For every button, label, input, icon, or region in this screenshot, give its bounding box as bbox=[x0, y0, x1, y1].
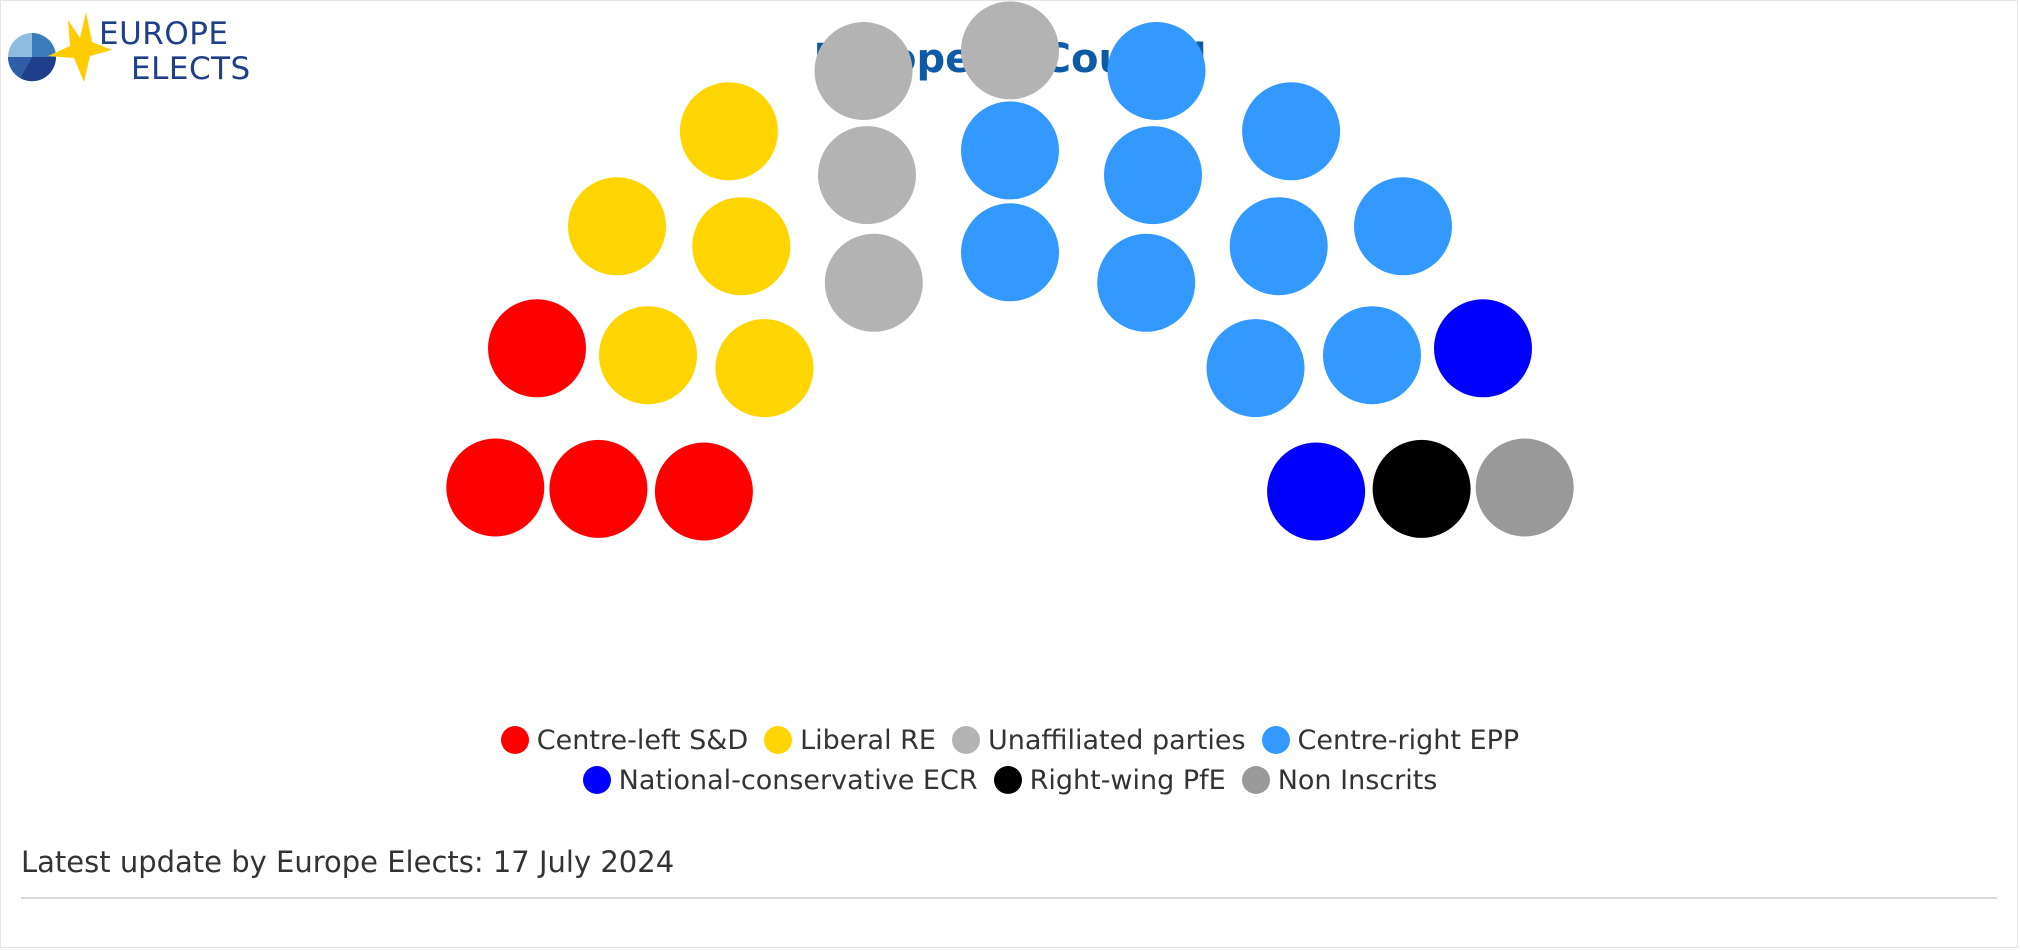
legend-label: National-conservative ECR bbox=[618, 764, 978, 796]
update-footer: Latest update by Europe Elects: 17 July … bbox=[21, 845, 675, 879]
seat-16 bbox=[1107, 22, 1206, 120]
legend-item: Unaffiliated parties bbox=[951, 724, 1246, 756]
seat-22 bbox=[1206, 319, 1305, 418]
seat-12 bbox=[814, 22, 913, 120]
seat-15 bbox=[961, 203, 1059, 302]
legend-item: Liberal RE bbox=[764, 725, 936, 756]
seat-11 bbox=[818, 126, 916, 225]
legend-swatch bbox=[764, 726, 793, 754]
seat-20 bbox=[1229, 197, 1328, 296]
seat-17 bbox=[1104, 126, 1202, 225]
legend-swatch bbox=[1241, 766, 1270, 794]
europe-elects-logo: EUROPE ELECTS bbox=[6, 10, 250, 90]
chart-legend: Centre-left S&D Liberal RE Unaffiliated pa… bbox=[0, 720, 2020, 800]
legend-label: Centre-left S&D bbox=[536, 724, 749, 756]
logo-line1: EUROPE bbox=[99, 16, 229, 52]
legend-item: Non Inscrits bbox=[1241, 764, 1438, 796]
legend-swatch bbox=[951, 726, 980, 754]
legend-label: Right-wing PfE bbox=[1029, 764, 1226, 796]
seat-3 bbox=[654, 442, 753, 541]
legend-label: Non Inscrits bbox=[1277, 764, 1438, 796]
seat-7 bbox=[568, 177, 666, 276]
legend-label: Liberal RE bbox=[800, 724, 936, 756]
seat-5 bbox=[599, 306, 697, 405]
logo-line2: ELECTS bbox=[131, 51, 251, 87]
legend-item: National-conservative ECR bbox=[582, 764, 978, 796]
legend-row: Centre-left S&D Liberal RE Unaffiliated pa… bbox=[0, 720, 2020, 760]
seat-24 bbox=[1434, 299, 1532, 398]
legend-label: Unaffiliated parties bbox=[987, 724, 1246, 756]
legend-label: Centre-right EPP bbox=[1297, 724, 1520, 756]
legend-row: National-conservative ECR Right-wing PfE N… bbox=[0, 760, 2020, 800]
seat-6 bbox=[715, 319, 814, 418]
seat-23 bbox=[1323, 306, 1421, 405]
legend-swatch bbox=[993, 766, 1022, 794]
footer-divider bbox=[21, 897, 1997, 899]
legend-swatch bbox=[1261, 726, 1290, 754]
seat-8 bbox=[692, 197, 791, 296]
logo-icon bbox=[7, 12, 112, 82]
seat-14 bbox=[961, 101, 1059, 200]
seat-27 bbox=[1475, 438, 1574, 537]
seat-9 bbox=[679, 82, 778, 181]
seat-13 bbox=[961, 1, 1059, 100]
seat-4 bbox=[488, 299, 586, 398]
parliament-chart bbox=[446, 1, 1574, 541]
legend-item: Centre-left S&D bbox=[500, 724, 749, 756]
seat-1 bbox=[446, 438, 545, 537]
seat-25 bbox=[1267, 442, 1366, 541]
seat-19 bbox=[1242, 82, 1341, 181]
seat-26 bbox=[1372, 439, 1471, 538]
legend-swatch bbox=[500, 726, 529, 754]
legend-item: Right-wing PfE bbox=[993, 764, 1226, 796]
seat-21 bbox=[1354, 177, 1452, 276]
legend-item: Centre-right EPP bbox=[1261, 724, 1520, 756]
legend-swatch bbox=[582, 766, 611, 794]
seat-10 bbox=[824, 233, 923, 332]
seat-18 bbox=[1097, 233, 1196, 332]
seat-2 bbox=[549, 439, 648, 538]
